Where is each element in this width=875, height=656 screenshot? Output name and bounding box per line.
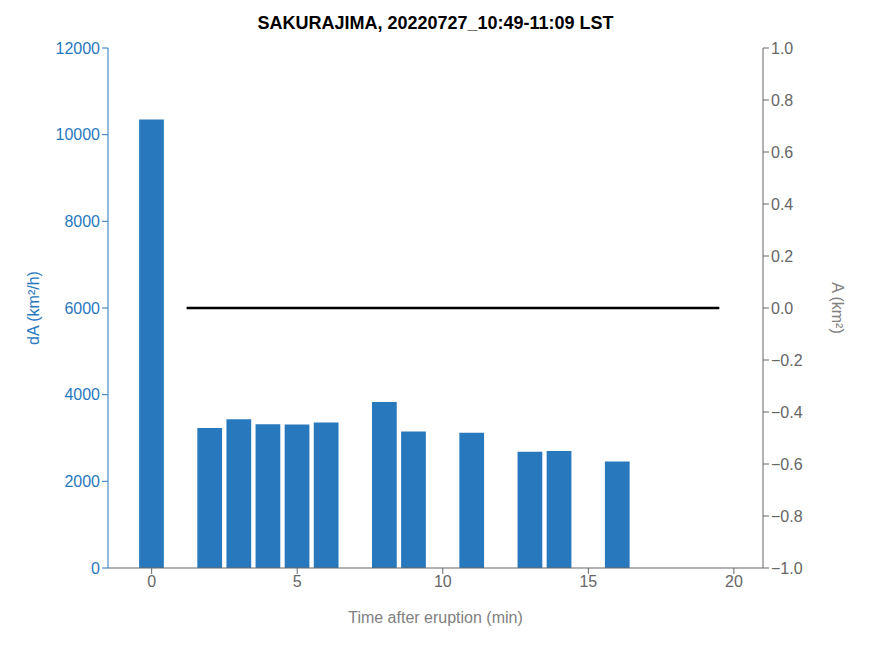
svg-text:5: 5 (293, 573, 302, 590)
svg-text:1.0: 1.0 (771, 40, 793, 57)
svg-text:−1.0: −1.0 (771, 560, 803, 577)
svg-text:10: 10 (434, 573, 452, 590)
svg-text:0: 0 (91, 560, 100, 577)
svg-text:Time after eruption (min): Time after eruption (min) (348, 609, 523, 626)
svg-text:−0.8: −0.8 (771, 508, 803, 525)
svg-text:−0.6: −0.6 (771, 456, 803, 473)
svg-text:12000: 12000 (56, 40, 101, 57)
svg-text:15: 15 (579, 573, 597, 590)
svg-text:0.0: 0.0 (771, 300, 793, 317)
svg-text:−0.2: −0.2 (771, 352, 803, 369)
svg-text:10000: 10000 (56, 126, 101, 143)
svg-text:A (km²): A (km²) (829, 282, 846, 334)
svg-text:−0.4: −0.4 (771, 404, 803, 421)
svg-text:8000: 8000 (64, 213, 100, 230)
svg-text:dA (km²/h): dA (km²/h) (25, 271, 42, 345)
svg-text:4000: 4000 (64, 386, 100, 403)
svg-text:2000: 2000 (64, 473, 100, 490)
html-text:SAKURAJIMA, 20220727_10:49-11:: SAKURAJIMA, 20220727_10:49-11:09 LST (257, 13, 614, 33)
svg-text:0: 0 (147, 573, 156, 590)
svg-text:0.2: 0.2 (771, 248, 793, 265)
svg-text:0.4: 0.4 (771, 196, 793, 213)
svg-text:20: 20 (725, 573, 743, 590)
svg-text:0.8: 0.8 (771, 92, 793, 109)
svg-text:6000: 6000 (64, 300, 100, 317)
svg-text:0.6: 0.6 (771, 144, 793, 161)
